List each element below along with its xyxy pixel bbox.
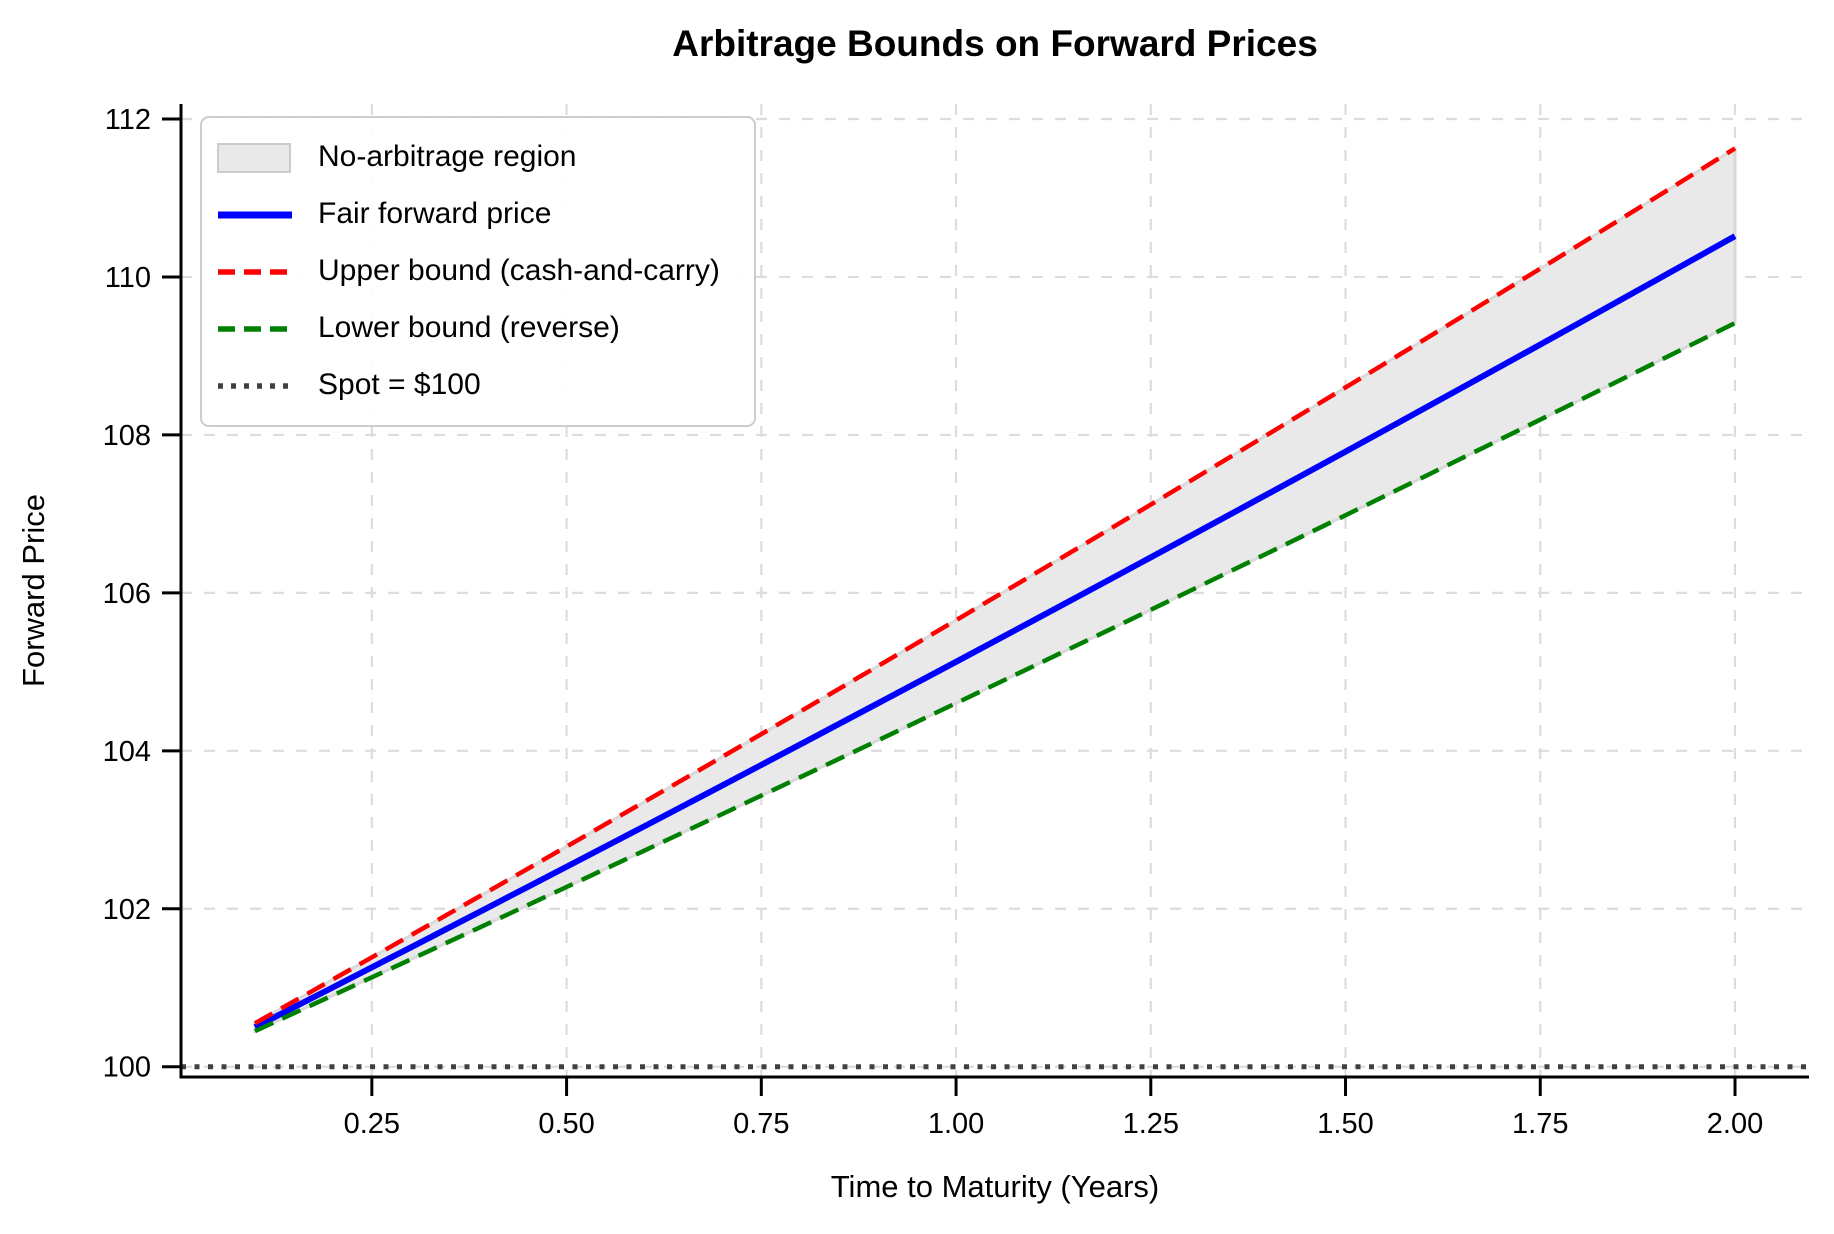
x-axis: 0.25 0.50 0.75 1.00 1.25 1.50 1.75 2.00 [344,1077,1763,1140]
series-fair-forward-price [253,233,1737,1030]
fair-forward-line-swatch-icon [216,198,294,232]
lower-bound-line-swatch-icon [216,312,294,346]
legend-item-upper-bound: Upper bound (cash-and-carry) [216,243,740,300]
x-tick-label: 0.25 [344,1108,400,1140]
axes-spines [179,104,1809,1079]
x-axis-label: Time to Maturity (Years) [831,1169,1159,1204]
x-tick-label: 2.00 [1707,1108,1763,1140]
series-upper-bound-cash-and-carry [253,146,1737,1026]
chart-title: Arbitrage Bounds on Forward Prices [672,23,1318,64]
y-tick-label: 106 [103,578,151,610]
legend-item-no-arbitrage-region: No-arbitrage region [216,129,740,186]
y-tick-label: 108 [103,420,151,452]
y-axis: 100 102 104 106 108 110 112 [103,104,181,1084]
x-tick-label: 0.50 [538,1108,594,1140]
y-tick-label: 104 [103,736,151,768]
y-tick-label: 102 [103,894,151,926]
y-tick-label: 110 [105,262,151,294]
legend-item-lower-bound: Lower bound (reverse) [216,300,740,357]
legend-item-label: No-arbitrage region [318,139,577,173]
x-tick-label: 0.75 [733,1108,789,1140]
x-tick-label: 1.00 [928,1108,984,1140]
legend-item-label: Spot = $100 [318,367,481,401]
spot-line-swatch-icon [216,369,294,403]
legend-item-label: Upper bound (cash-and-carry) [318,253,720,287]
series-lower-bound-reverse [254,320,1737,1034]
legend: No-arbitrage region Fair forward price U… [200,116,756,427]
y-tick-label: 112 [105,104,151,136]
x-tick-label: 1.50 [1317,1108,1373,1140]
x-tick-label: 1.25 [1123,1108,1179,1140]
legend-item-label: Lower bound (reverse) [318,310,620,344]
y-tick-label: 100 [103,1052,151,1084]
legend-item-spot: Spot = $100 [216,357,740,414]
legend-item-fair-forward-price: Fair forward price [216,186,740,243]
no-arbitrage-region-swatch-icon [216,141,294,175]
y-axis-label: Forward Price [16,494,51,687]
x-tick-label: 1.75 [1512,1108,1568,1140]
legend-item-label: Fair forward price [318,196,552,230]
upper-bound-line-swatch-icon [216,255,294,289]
